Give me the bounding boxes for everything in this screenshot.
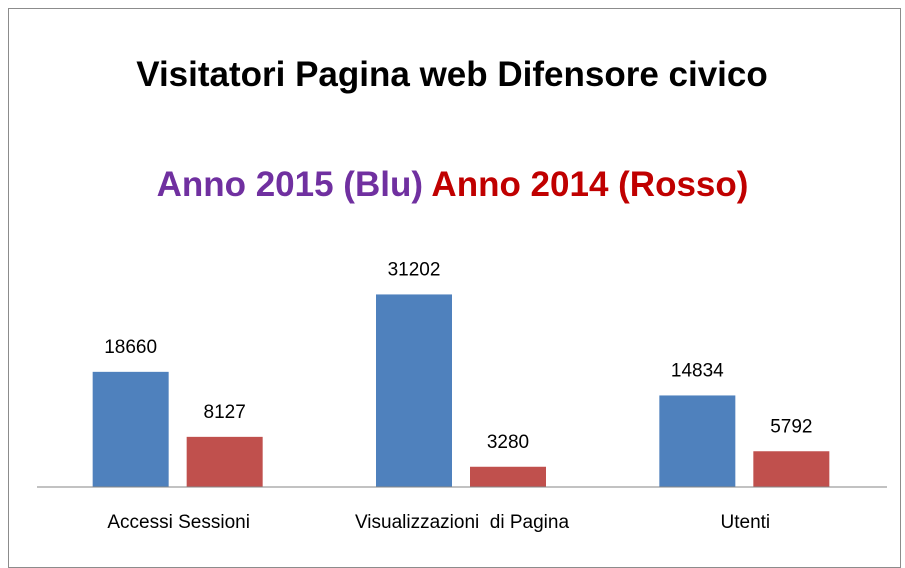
bar: [186, 436, 263, 487]
x-tick-label: Visualizzazioni di Pagina: [355, 512, 569, 533]
subtitle-part: Anno 2015 (Blu): [156, 165, 423, 204]
chart-subtitle: Anno 2015 (Blu) Anno 2014 (Rosso): [0, 160, 905, 210]
bar: [753, 451, 830, 487]
x-tick-label: Utenti: [721, 512, 771, 533]
x-tick-label: Accessi Sessioni: [107, 512, 250, 533]
data-label: 8127: [204, 402, 246, 423]
bar: [659, 395, 736, 487]
bar: [92, 371, 169, 487]
bar: [470, 466, 546, 487]
page: Accessi Sessioni 18660 8127 Visualizzazioni…: [0, 8, 905, 568]
data-label: 3280: [487, 432, 529, 453]
bar: [376, 294, 452, 487]
data-label: 18660: [104, 337, 157, 358]
subtitle-part: Anno 2014 (Rosso): [431, 165, 749, 204]
data-label: 5792: [770, 416, 812, 437]
data-label: 14834: [671, 360, 724, 381]
data-label: 31202: [388, 259, 441, 280]
chart-title: Visitatori Pagina web Difensore civico: [136, 55, 768, 94]
chart: Accessi Sessioni 18660 8127 Visualizzazioni…: [37, 259, 887, 533]
